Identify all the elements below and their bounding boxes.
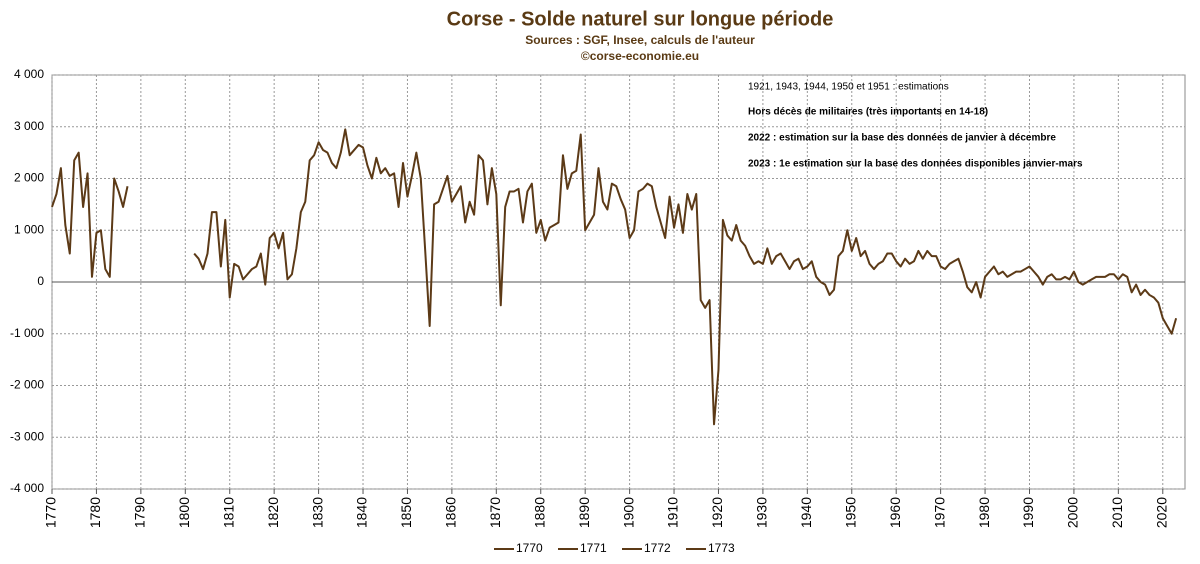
x-tick-label: 2020 bbox=[1153, 497, 1169, 528]
x-tick-label: 1850 bbox=[398, 497, 414, 528]
x-tick-label: 1790 bbox=[132, 497, 148, 528]
y-tick-label: 4 000 bbox=[14, 67, 44, 81]
legend-label: 1773 bbox=[708, 541, 735, 555]
x-tick-label: 1770 bbox=[43, 497, 59, 528]
x-tick-label: 1950 bbox=[842, 497, 858, 528]
y-tick-label: -4 000 bbox=[10, 481, 44, 495]
x-tick-label: 2010 bbox=[1109, 497, 1125, 528]
y-tick-label: -2 000 bbox=[10, 378, 44, 392]
y-tick-label: 0 bbox=[37, 274, 44, 288]
x-tick-label: 1910 bbox=[665, 497, 681, 528]
annotation: 2022 : estimation sur la base des donnée… bbox=[748, 133, 1056, 144]
legend-label: 1772 bbox=[644, 541, 671, 555]
x-tick-label: 2000 bbox=[1065, 497, 1081, 528]
y-tick-label: -3 000 bbox=[10, 429, 44, 443]
x-tick-label: 1880 bbox=[531, 497, 547, 528]
x-tick-label: 1870 bbox=[487, 497, 503, 528]
x-tick-label: 1920 bbox=[709, 497, 725, 528]
x-tick-label: 1930 bbox=[754, 497, 770, 528]
chart-subtitle: ©corse-economie.eu bbox=[581, 49, 699, 63]
x-tick-label: 1810 bbox=[220, 497, 236, 528]
annotation: Hors décès de militaires (très important… bbox=[748, 107, 988, 118]
x-tick-label: 1980 bbox=[976, 497, 992, 528]
x-tick-label: 1900 bbox=[620, 497, 636, 528]
x-tick-label: 1830 bbox=[309, 497, 325, 528]
legend-label: 1771 bbox=[580, 541, 607, 555]
x-tick-label: 1840 bbox=[354, 497, 370, 528]
annotation: 1921, 1943, 1944, 1950 et 1951 : estimat… bbox=[748, 82, 949, 93]
legend-label: 1770 bbox=[516, 541, 543, 555]
x-tick-label: 1970 bbox=[931, 497, 947, 528]
x-tick-label: 1860 bbox=[443, 497, 459, 528]
x-tick-label: 1890 bbox=[576, 497, 592, 528]
annotation: 2023 : 1e estimation sur la base des don… bbox=[748, 159, 1083, 170]
y-tick-label: -1 000 bbox=[10, 326, 44, 340]
x-tick-label: 1960 bbox=[887, 497, 903, 528]
y-tick-label: 3 000 bbox=[14, 119, 44, 133]
chart-subtitle: Sources : SGF, Insee, calculs de l'auteu… bbox=[525, 33, 755, 47]
y-tick-label: 2 000 bbox=[14, 171, 44, 185]
x-tick-label: 1940 bbox=[798, 497, 814, 528]
y-tick-label: 1 000 bbox=[14, 222, 44, 236]
x-tick-label: 1800 bbox=[176, 497, 192, 528]
x-tick-label: 1780 bbox=[87, 497, 103, 528]
chart-title: Corse - Solde naturel sur longue période bbox=[447, 8, 834, 30]
x-tick-label: 1990 bbox=[1020, 497, 1036, 528]
x-tick-label: 1820 bbox=[265, 497, 281, 528]
data-line bbox=[51, 128, 1178, 426]
